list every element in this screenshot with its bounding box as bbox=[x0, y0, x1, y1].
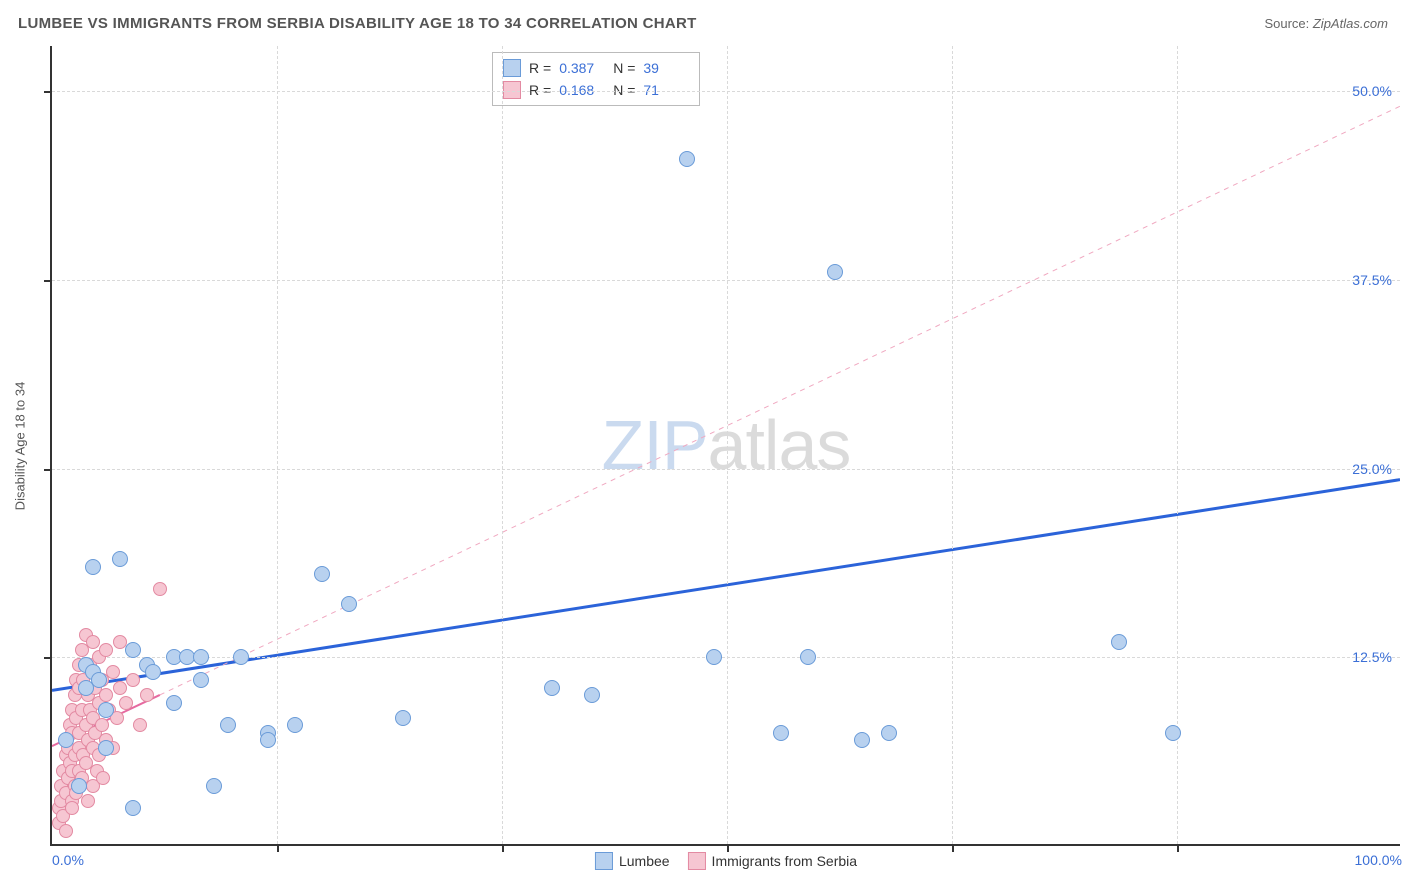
gridline-v bbox=[502, 46, 503, 844]
data-point bbox=[85, 559, 101, 575]
x-tick-label: 0.0% bbox=[52, 852, 84, 868]
gridline-h bbox=[52, 657, 1400, 658]
data-point bbox=[220, 717, 236, 733]
data-point bbox=[119, 696, 133, 710]
data-point bbox=[341, 596, 357, 612]
x-tick-mark bbox=[727, 844, 729, 852]
gridline-v bbox=[277, 46, 278, 844]
data-point bbox=[86, 635, 100, 649]
gridline-v bbox=[727, 46, 728, 844]
stats-row-series-1: R = 0.387 N = 39 bbox=[503, 57, 689, 79]
y-tick-mark bbox=[44, 280, 52, 282]
data-point bbox=[679, 151, 695, 167]
data-point bbox=[706, 649, 722, 665]
data-point bbox=[287, 717, 303, 733]
data-point bbox=[95, 718, 109, 732]
y-tick-label: 50.0% bbox=[1352, 83, 1392, 99]
stats-row-series-2: R = 0.168 N = 71 bbox=[503, 79, 689, 101]
data-point bbox=[98, 740, 114, 756]
legend-swatch-1 bbox=[595, 852, 613, 870]
legend-item-2: Immigrants from Serbia bbox=[688, 852, 857, 870]
source-attribution: Source: ZipAtlas.com bbox=[1264, 16, 1388, 31]
legend: Lumbee Immigrants from Serbia bbox=[595, 852, 857, 870]
correlation-stats-box: R = 0.387 N = 39 R = 0.168 N = 71 bbox=[492, 52, 700, 106]
data-point bbox=[125, 800, 141, 816]
data-point bbox=[71, 778, 87, 794]
data-point bbox=[58, 732, 74, 748]
data-point bbox=[106, 665, 120, 679]
x-tick-label: 100.0% bbox=[1355, 852, 1402, 868]
y-tick-label: 12.5% bbox=[1352, 649, 1392, 665]
data-point bbox=[773, 725, 789, 741]
legend-swatch-2 bbox=[688, 852, 706, 870]
gridline-v bbox=[1177, 46, 1178, 844]
y-tick-mark bbox=[44, 91, 52, 93]
gridline-v bbox=[952, 46, 953, 844]
data-point bbox=[193, 672, 209, 688]
data-point bbox=[125, 642, 141, 658]
data-point bbox=[854, 732, 870, 748]
data-point bbox=[65, 801, 79, 815]
data-point bbox=[126, 673, 140, 687]
data-point bbox=[140, 688, 154, 702]
data-point bbox=[314, 566, 330, 582]
y-tick-mark bbox=[44, 657, 52, 659]
gridline-h bbox=[52, 469, 1400, 470]
x-tick-mark bbox=[952, 844, 954, 852]
data-point bbox=[166, 695, 182, 711]
legend-item-1: Lumbee bbox=[595, 852, 670, 870]
data-point bbox=[59, 824, 73, 838]
data-point bbox=[1165, 725, 1181, 741]
data-point bbox=[153, 582, 167, 596]
chart-title: LUMBEE VS IMMIGRANTS FROM SERBIA DISABIL… bbox=[18, 15, 697, 32]
data-point bbox=[827, 264, 843, 280]
data-point bbox=[395, 710, 411, 726]
data-point bbox=[99, 688, 113, 702]
data-point bbox=[99, 643, 113, 657]
data-point bbox=[544, 680, 560, 696]
x-tick-mark bbox=[277, 844, 279, 852]
data-point bbox=[145, 664, 161, 680]
x-tick-mark bbox=[502, 844, 504, 852]
data-point bbox=[193, 649, 209, 665]
data-point bbox=[233, 649, 249, 665]
trend-lines-layer bbox=[52, 46, 1400, 844]
gridline-h bbox=[52, 280, 1400, 281]
y-tick-mark bbox=[44, 469, 52, 471]
y-axis-label: Disability Age 18 to 34 bbox=[13, 382, 28, 511]
data-point bbox=[800, 649, 816, 665]
data-point bbox=[206, 778, 222, 794]
data-point bbox=[260, 732, 276, 748]
data-point bbox=[91, 672, 107, 688]
watermark: ZIPatlas bbox=[602, 405, 851, 485]
data-point bbox=[112, 551, 128, 567]
data-point bbox=[1111, 634, 1127, 650]
data-point bbox=[881, 725, 897, 741]
data-point bbox=[96, 771, 110, 785]
data-point bbox=[81, 794, 95, 808]
swatch-series-1 bbox=[503, 59, 521, 77]
data-point bbox=[98, 702, 114, 718]
data-point bbox=[113, 681, 127, 695]
data-point bbox=[133, 718, 147, 732]
swatch-series-2 bbox=[503, 81, 521, 99]
gridline-h bbox=[52, 91, 1400, 92]
data-point bbox=[584, 687, 600, 703]
y-tick-label: 37.5% bbox=[1352, 272, 1392, 288]
scatter-plot-area: ZIPatlas R = 0.387 N = 39 R = 0.168 N = … bbox=[50, 46, 1400, 846]
y-tick-label: 25.0% bbox=[1352, 461, 1392, 477]
x-tick-mark bbox=[1177, 844, 1179, 852]
